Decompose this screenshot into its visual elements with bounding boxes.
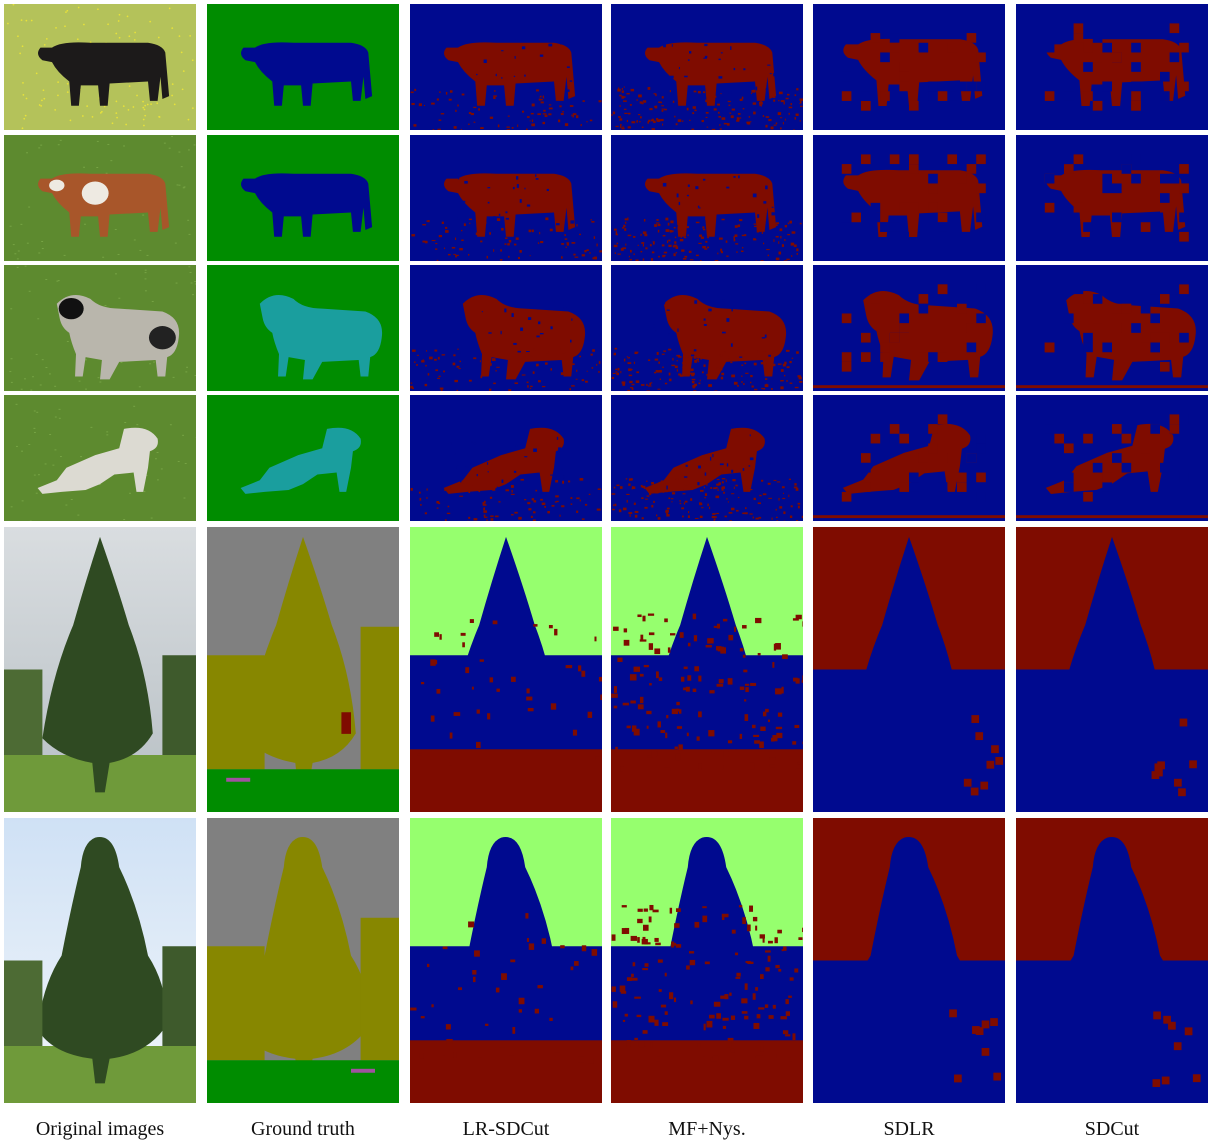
- white-lamb-lr-sdcut-image: [410, 395, 602, 521]
- white-lamb-mf-nys-image: [611, 395, 803, 521]
- brown-white-cow-sdlr-image: [813, 135, 1005, 261]
- bushy-tree-ground-truth-image: [207, 818, 399, 1103]
- black-faced-sheep-lr-sdcut-image: [410, 265, 602, 391]
- brown-white-cow-sdcut-image: [1016, 135, 1208, 261]
- column-caption: Original images: [35, 1118, 165, 1140]
- column-caption: Ground truth: [251, 1118, 355, 1140]
- black-cow-original-images-image: [4, 4, 196, 130]
- black-cow-sdcut-image: [1016, 4, 1208, 130]
- sequoia-tree-ground-truth-image: [207, 527, 399, 812]
- bushy-tree-sdlr-image: [813, 818, 1005, 1103]
- sequoia-tree-lr-sdcut-image: [410, 527, 602, 812]
- black-cow-mf-nys-image: [611, 4, 803, 130]
- brown-white-cow-ground-truth-image: [207, 135, 399, 261]
- brown-white-cow-lr-sdcut-image: [410, 135, 602, 261]
- black-faced-sheep-original-images-image: [4, 265, 196, 391]
- bushy-tree-sdcut-image: [1016, 818, 1208, 1103]
- black-faced-sheep-ground-truth-image: [207, 265, 399, 391]
- black-cow-lr-sdcut-image: [410, 4, 602, 130]
- bushy-tree-mf-nys-image: [611, 818, 803, 1103]
- sequoia-tree-mf-nys-image: [611, 527, 803, 812]
- black-cow-ground-truth-image: [207, 4, 399, 130]
- column-caption: LR-SDCut: [462, 1118, 550, 1140]
- column-caption: SDLR: [883, 1118, 935, 1140]
- brown-white-cow-original-images-image: [4, 135, 196, 261]
- black-cow-sdlr-image: [813, 4, 1005, 130]
- sequoia-tree-sdcut-image: [1016, 527, 1208, 812]
- black-faced-sheep-mf-nys-image: [611, 265, 803, 391]
- black-faced-sheep-sdcut-image: [1016, 265, 1208, 391]
- white-lamb-original-images-image: [4, 395, 196, 521]
- bushy-tree-original-images-image: [4, 818, 196, 1103]
- brown-white-cow-mf-nys-image: [611, 135, 803, 261]
- white-lamb-sdlr-image: [813, 395, 1005, 521]
- column-caption: MF+Nys.: [668, 1118, 746, 1140]
- sequoia-tree-original-images-image: [4, 527, 196, 812]
- black-faced-sheep-sdlr-image: [813, 265, 1005, 391]
- column-caption: SDCut: [1084, 1118, 1140, 1140]
- white-lamb-ground-truth-image: [207, 395, 399, 521]
- bushy-tree-lr-sdcut-image: [410, 818, 602, 1103]
- sequoia-tree-sdlr-image: [813, 527, 1005, 812]
- white-lamb-sdcut-image: [1016, 395, 1208, 521]
